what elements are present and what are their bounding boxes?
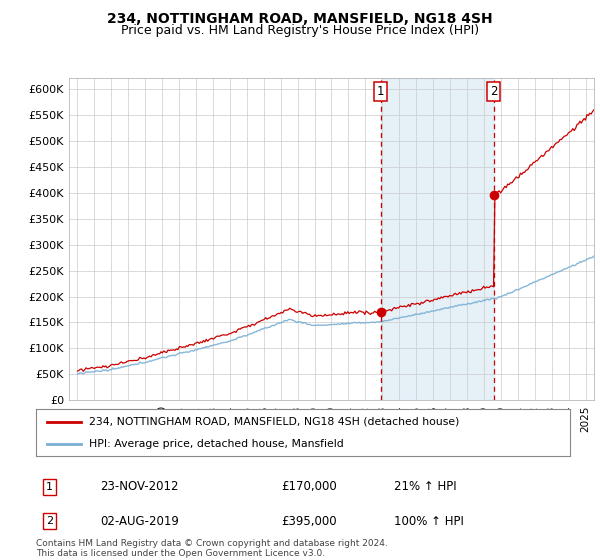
Text: 2: 2 — [490, 85, 497, 97]
Bar — [380, 78, 494, 400]
Text: 1: 1 — [46, 482, 53, 492]
Text: 100% ↑ HPI: 100% ↑ HPI — [394, 515, 464, 528]
Text: 234, NOTTINGHAM ROAD, MANSFIELD, NG18 4SH (detached house): 234, NOTTINGHAM ROAD, MANSFIELD, NG18 4S… — [89, 417, 460, 427]
Text: 23-NOV-2012: 23-NOV-2012 — [100, 480, 179, 493]
Text: Contains HM Land Registry data © Crown copyright and database right 2024.
This d: Contains HM Land Registry data © Crown c… — [36, 539, 388, 558]
Text: £170,000: £170,000 — [281, 480, 337, 493]
Text: Price paid vs. HM Land Registry's House Price Index (HPI): Price paid vs. HM Land Registry's House … — [121, 24, 479, 37]
Text: £395,000: £395,000 — [281, 515, 337, 528]
Text: 02-AUG-2019: 02-AUG-2019 — [100, 515, 179, 528]
Text: HPI: Average price, detached house, Mansfield: HPI: Average price, detached house, Mans… — [89, 438, 344, 449]
Text: 21% ↑ HPI: 21% ↑ HPI — [394, 480, 457, 493]
Text: 234, NOTTINGHAM ROAD, MANSFIELD, NG18 4SH: 234, NOTTINGHAM ROAD, MANSFIELD, NG18 4S… — [107, 12, 493, 26]
Text: 2: 2 — [46, 516, 53, 526]
Text: 1: 1 — [377, 85, 385, 97]
